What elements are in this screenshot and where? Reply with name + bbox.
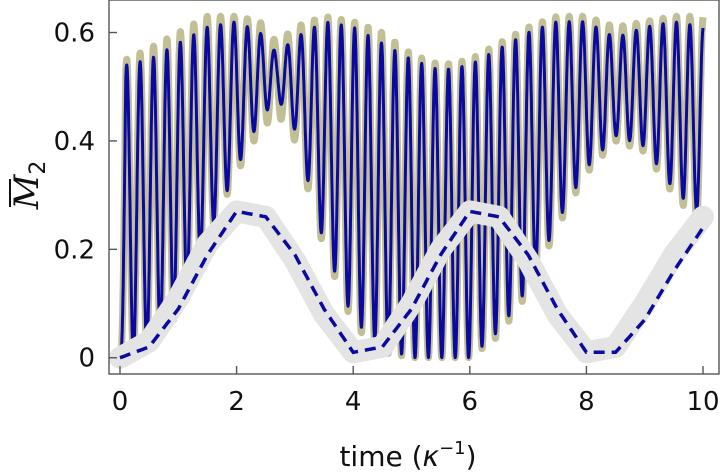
x-tick-label: 10	[686, 387, 719, 417]
x-axis-title-symbol: κ	[423, 440, 440, 473]
x-tick-label: 2	[228, 387, 245, 417]
x-tick-label: 6	[462, 387, 479, 417]
x-tick-label: 0	[112, 387, 129, 417]
x-axis-title-text: time (	[339, 440, 422, 473]
x-axis-title-exponent: −1	[439, 438, 466, 459]
y-tick-label: 0.4	[54, 127, 95, 157]
x-axis-title-close: )	[466, 440, 477, 473]
x-tick-label: 4	[345, 387, 362, 417]
y-tick-label: 0	[78, 344, 95, 374]
series-solid-line	[118, 20, 705, 360]
x-axis-title: time (κ−1)	[339, 438, 476, 473]
y-axis-title-text: M2	[7, 161, 51, 211]
series-layer	[109, 12, 714, 369]
plot-frame	[108, 0, 720, 375]
series-wide-band-line	[109, 200, 714, 369]
y-tick-label: 0.2	[54, 235, 95, 265]
y-axis-title-symbol: M	[7, 173, 47, 210]
x-tick-label: 8	[578, 387, 595, 417]
y-axis-title: M2	[7, 161, 51, 211]
y-axis-title-subscript: 2	[26, 161, 51, 175]
y-tick-label: 0.6	[54, 19, 95, 49]
ticks-layer: 0 2 4 6 8 10 0 0.2 0.4 0.6	[54, 19, 720, 417]
